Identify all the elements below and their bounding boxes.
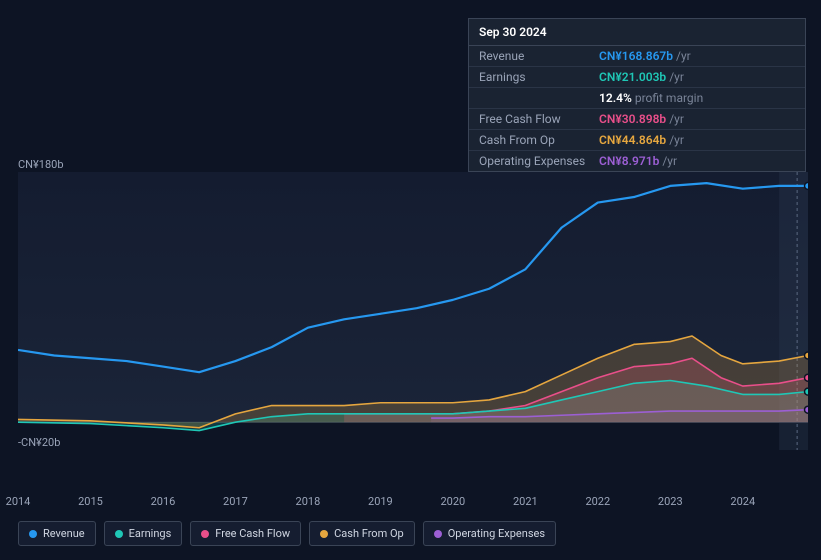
x-axis-label: 2017 [223, 495, 248, 508]
tooltip-row-label: Earnings [479, 70, 599, 84]
legend-dot-icon [29, 530, 37, 538]
tooltip-row-value: 12.4%profit margin [599, 91, 703, 105]
tooltip-row-label: Revenue [479, 49, 599, 63]
legend-item-free-cash-flow[interactable]: Free Cash Flow [190, 521, 301, 546]
legend-label: Earnings [129, 527, 172, 540]
x-axis-label: 2021 [513, 495, 538, 508]
tooltip-row: EarningsCN¥21.003b/yr [469, 66, 805, 87]
tooltip-panel: Sep 30 2024 RevenueCN¥168.867b/yrEarning… [468, 18, 806, 172]
legend: Revenue Earnings Free Cash Flow Cash From O… [18, 521, 556, 546]
legend-label: Free Cash Flow [215, 527, 290, 540]
chart-area: CN¥180bCN¥0-CN¥20b 201420152016201720182… [18, 160, 808, 490]
x-axis-label: 2019 [368, 495, 393, 508]
legend-dot-icon [434, 530, 442, 538]
x-axis-label: 2016 [151, 495, 176, 508]
tooltip-row-value: CN¥21.003b/yr [599, 70, 684, 84]
tooltip-row-label: Cash From Op [479, 133, 599, 147]
x-axis-label: 2014 [6, 495, 31, 508]
tooltip-row: RevenueCN¥168.867b/yr [469, 46, 805, 66]
tooltip-row: Cash From OpCN¥44.864b/yr [469, 129, 805, 150]
x-axis-label: 2020 [440, 495, 465, 508]
tooltip-row: Free Cash FlowCN¥30.898b/yr [469, 108, 805, 129]
legend-item-earnings[interactable]: Earnings [104, 521, 183, 546]
tooltip-row-label: Free Cash Flow [479, 112, 599, 126]
legend-dot-icon [201, 530, 209, 538]
legend-dot-icon [115, 530, 123, 538]
legend-item-operating-expenses[interactable]: Operating Expenses [423, 521, 556, 546]
x-axis-label: 2023 [658, 495, 683, 508]
tooltip-date: Sep 30 2024 [469, 19, 805, 46]
tooltip-row-label [479, 91, 599, 105]
x-axis-label: 2024 [730, 495, 755, 508]
tooltip-row-value: CN¥30.898b/yr [599, 112, 684, 126]
legend-item-cash-from-op[interactable]: Cash From Op [309, 521, 415, 546]
legend-item-revenue[interactable]: Revenue [18, 521, 96, 546]
x-axis-label: 2018 [296, 495, 321, 508]
x-axis-label: 2022 [585, 495, 610, 508]
legend-label: Cash From Op [334, 527, 404, 540]
x-axis-label: 2015 [78, 495, 103, 508]
tooltip-row-value: CN¥168.867b/yr [599, 49, 691, 63]
tooltip-row-value: CN¥44.864b/yr [599, 133, 684, 147]
legend-label: Operating Expenses [448, 527, 545, 540]
chart-plot[interactable] [18, 172, 808, 450]
legend-label: Revenue [43, 527, 85, 540]
y-axis-label: CN¥180b [18, 158, 64, 171]
legend-dot-icon [320, 530, 328, 538]
tooltip-row: 12.4%profit margin [469, 87, 805, 108]
